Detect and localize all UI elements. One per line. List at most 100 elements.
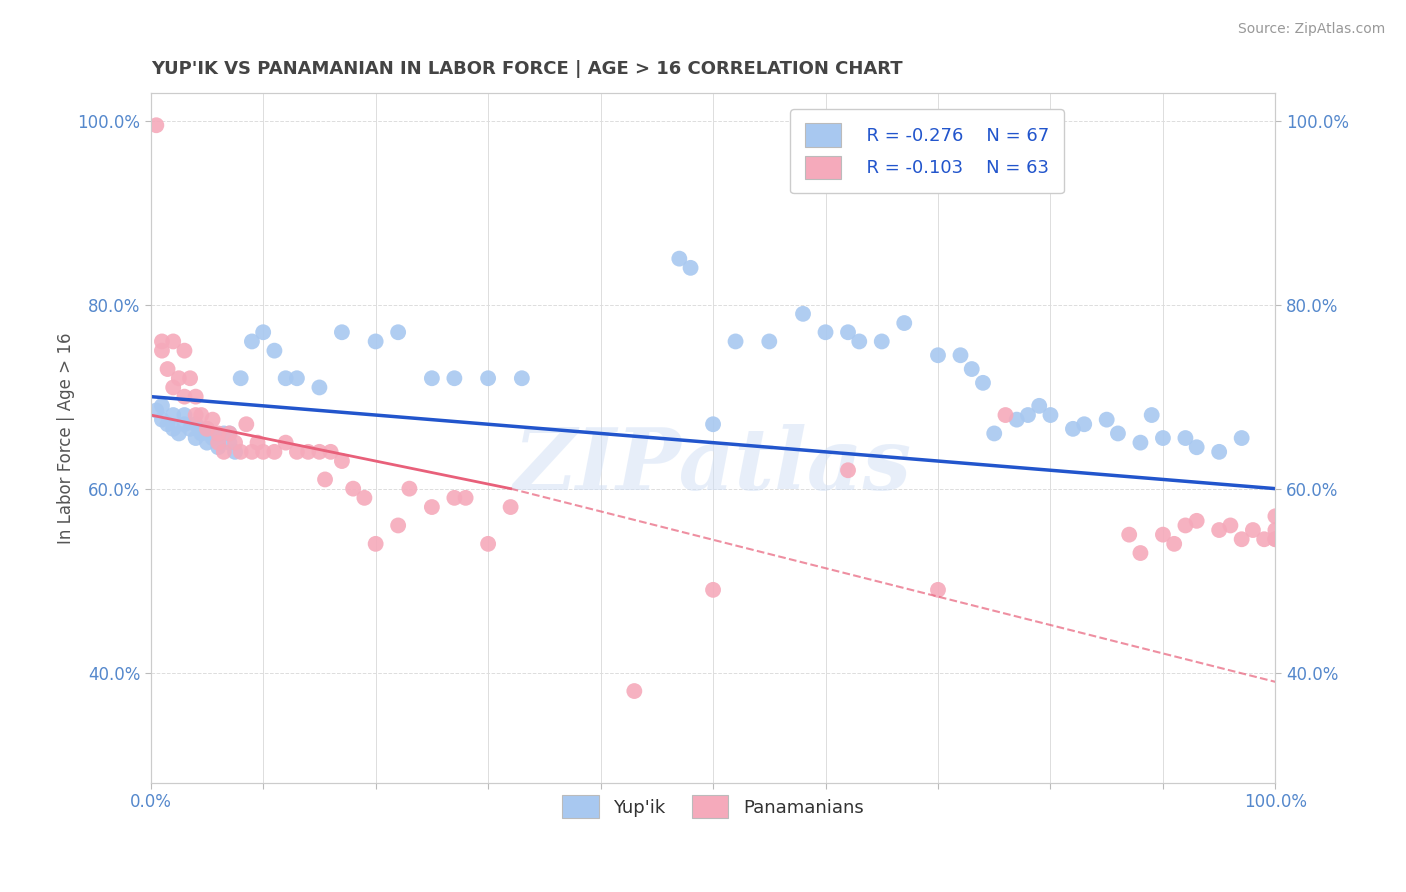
Point [1185, 440, 1208, 454]
Point [184, 408, 207, 422]
Point [1039, 408, 1062, 422]
Point [1129, 546, 1152, 560]
Point [1073, 417, 1095, 432]
Point [1017, 408, 1039, 422]
Point [1152, 431, 1174, 445]
Legend: Yup'ik, Panamanians: Yup'ik, Panamanians [548, 780, 879, 832]
Point [190, 426, 212, 441]
Point [848, 334, 870, 349]
Point [179, 371, 201, 385]
Point [353, 491, 375, 505]
Point [195, 422, 218, 436]
Point [949, 348, 972, 362]
Point [870, 334, 893, 349]
Point [156, 362, 179, 376]
Point [162, 408, 184, 422]
Point [1152, 527, 1174, 541]
Point [207, 435, 229, 450]
Text: YUP'IK VS PANAMANIAN IN LABOR FORCE | AGE > 16 CORRELATION CHART: YUP'IK VS PANAMANIAN IN LABOR FORCE | AG… [150, 60, 903, 78]
Point [246, 435, 269, 450]
Point [927, 348, 949, 362]
Point [274, 435, 297, 450]
Point [342, 482, 364, 496]
Point [195, 435, 218, 450]
Point [398, 482, 420, 496]
Point [927, 582, 949, 597]
Point [420, 371, 443, 385]
Point [510, 371, 533, 385]
Point [1107, 426, 1129, 441]
Point [263, 343, 285, 358]
Point [218, 426, 240, 441]
Point [314, 472, 336, 486]
Point [150, 343, 173, 358]
Point [443, 491, 465, 505]
Point [150, 334, 173, 349]
Point [207, 426, 229, 441]
Point [1264, 533, 1286, 547]
Point [207, 428, 229, 442]
Point [330, 454, 353, 468]
Point [1230, 431, 1253, 445]
Point [150, 412, 173, 426]
Point [1264, 533, 1286, 547]
Point [1208, 523, 1230, 537]
Point [1185, 514, 1208, 528]
Point [263, 445, 285, 459]
Point [893, 316, 915, 330]
Point [167, 426, 190, 441]
Point [1062, 422, 1084, 436]
Point [702, 417, 724, 432]
Point [1219, 518, 1241, 533]
Point [1174, 431, 1197, 445]
Point [201, 431, 224, 445]
Point [1118, 527, 1140, 541]
Point [702, 582, 724, 597]
Point [319, 445, 342, 459]
Point [724, 334, 747, 349]
Point [297, 445, 319, 459]
Point [1253, 533, 1275, 547]
Point [229, 445, 252, 459]
Point [162, 334, 184, 349]
Point [454, 491, 477, 505]
Point [1129, 435, 1152, 450]
Point [623, 684, 645, 698]
Point [207, 440, 229, 454]
Point [668, 252, 690, 266]
Point [960, 362, 983, 376]
Point [1163, 537, 1185, 551]
Point [1028, 399, 1050, 413]
Point [285, 445, 308, 459]
Point [173, 417, 195, 432]
Point [167, 371, 190, 385]
Point [330, 325, 353, 339]
Point [837, 463, 859, 477]
Point [443, 371, 465, 385]
Point [173, 408, 195, 422]
Point [387, 325, 409, 339]
Point [218, 435, 240, 450]
Point [364, 334, 387, 349]
Point [679, 260, 702, 275]
Point [1095, 412, 1118, 426]
Point [150, 399, 173, 413]
Point [195, 422, 218, 436]
Text: ZIPatlas: ZIPatlas [515, 424, 912, 508]
Point [184, 390, 207, 404]
Point [308, 380, 330, 394]
Point [387, 518, 409, 533]
Point [972, 376, 994, 390]
Point [240, 334, 263, 349]
Point [1264, 523, 1286, 537]
Point [240, 445, 263, 459]
Point [184, 417, 207, 432]
Point [477, 371, 499, 385]
Point [814, 325, 837, 339]
Point [162, 422, 184, 436]
Point [252, 445, 274, 459]
Point [173, 343, 195, 358]
Point [235, 417, 257, 432]
Point [1208, 445, 1230, 459]
Point [145, 403, 167, 417]
